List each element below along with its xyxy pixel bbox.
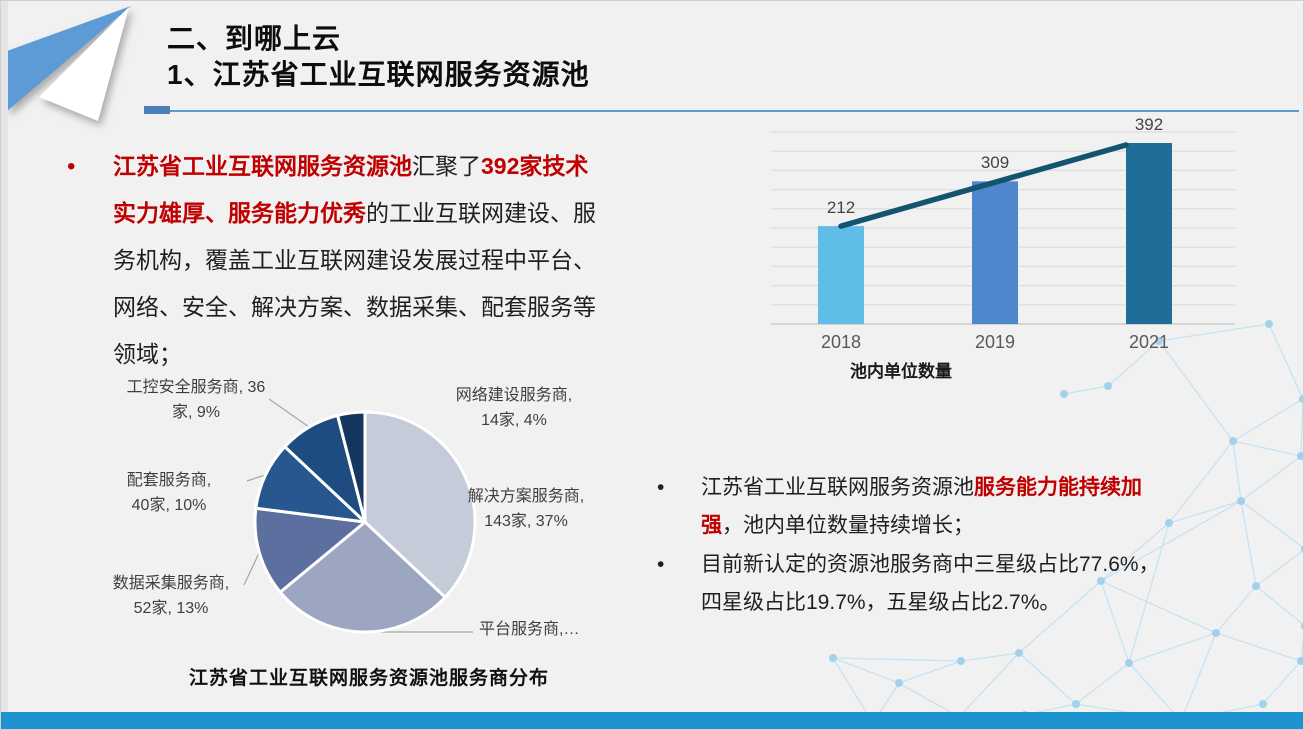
page-title: 二、到哪上云 1、江苏省工业互联网服务资源池 (167, 21, 1067, 93)
bar-category-2021: 2021 (1128, 332, 1170, 352)
pie-slice-2 (278, 520, 447, 634)
title-line-2: 1、江苏省工业互联网服务资源池 (167, 59, 590, 90)
pie-label-line: 14家, 4% (481, 412, 547, 429)
bar-2018 (818, 226, 864, 324)
notes-block: • 江苏省工业互联网服务资源池服务能力能持续加强，池内单位数量持续增长； • 目… (657, 469, 1257, 623)
bar-value-2019: 309 (980, 153, 1010, 172)
pie-slice-1 (363, 410, 477, 599)
intro-plain-1: 汇聚了 (412, 153, 481, 179)
bar-category-2018: 2018 (820, 332, 862, 352)
bar-chart-title: 池内单位数量 (850, 362, 952, 382)
pie-chart (253, 410, 477, 634)
note1-plain-1: 江苏省工业互联网服务资源池 (701, 476, 974, 499)
pie-label-line: 解决方案服务商, (467, 488, 585, 505)
bar-category-2019: 2019 (974, 332, 1016, 352)
pie-slice-3 (253, 506, 367, 594)
note-item-1: • 江苏省工业互联网服务资源池服务能力能持续加强，池内单位数量持续增长； (657, 469, 1257, 544)
pie-label-industrial-security: 工控安全服务商, 36 家, 9% (96, 375, 296, 425)
title-divider-line (144, 110, 1299, 112)
pie-label-line: 工控安全服务商, 36 (126, 379, 266, 396)
note-item-2: • 目前新认定的资源池服务商中三星级占比77.6%，四星级占比19.7%，五星级… (657, 546, 1257, 621)
pie-label-data-collection: 数据采集服务商, 52家, 13% (86, 571, 256, 621)
intro-emphasis-2: 392家技术实力雄厚、服务能力优秀 (113, 153, 589, 226)
bullet-marker: • (67, 153, 76, 180)
pie-label-line: 143家, 37% (484, 513, 568, 530)
intro-text: 江苏省工业互联网服务资源池汇聚了392家技术实力雄厚、服务能力优秀的工业互联网建… (113, 143, 608, 378)
pie-label-line: 家, 9% (171, 404, 221, 421)
title-line-1: 二、到哪上云 (167, 23, 342, 54)
intro-paragraph: • 江苏省工业互联网服务资源池汇聚了392家技术实力雄厚、服务能力优秀的工业互联… (67, 143, 687, 378)
pie-label-line: 配套服务商, (126, 472, 212, 489)
trend-line (838, 142, 1129, 229)
intro-plain-2: 的工业互联网建设、服务机构，覆盖工业互联网建设发展过程中平台、网络、安全、解决方… (113, 200, 596, 367)
pie-label-line: 平台服务商,… (479, 621, 580, 638)
pie-label-line: 40家, 10% (131, 497, 207, 514)
pie-label-solution: 解决方案服务商, 143家, 37% (441, 484, 611, 534)
bar-value-2021: 392 (1134, 115, 1164, 134)
title-divider-accent (144, 106, 170, 114)
pie-label-network-build: 网络建设服务商, 14家, 4% (429, 383, 599, 433)
note-text-2: 目前新认定的资源池服务商中三星级占比77.6%，四星级占比19.7%，五星级占比… (701, 553, 1160, 614)
bullet-marker: • (657, 476, 665, 499)
slide-edge-strip (1, 1, 8, 729)
bullet-marker: • (657, 553, 665, 576)
pie-label-line: 数据采集服务商, (112, 575, 230, 592)
pie-label-supporting: 配套服务商, 40家, 10% (89, 468, 249, 518)
pie-label-line: 网络建设服务商, (455, 387, 573, 404)
bar-value-2018: 212 (826, 198, 856, 217)
bar-2021 (1126, 143, 1172, 324)
bar-2019 (972, 181, 1018, 324)
pie-label-platform: 平台服务商,… (479, 617, 619, 642)
footer-accent-bar (1, 712, 1303, 729)
note1-plain-2: ，池内单位数量持续增长； (722, 513, 974, 537)
pie-label-line: 52家, 13% (133, 600, 209, 617)
pie-slice-6 (336, 410, 367, 524)
bar-chart (771, 131, 1235, 325)
note1-emphasis: 服务能力能持续加强 (701, 476, 1142, 537)
note-text-1: 江苏省工业互联网服务资源池服务能力能持续加强，池内单位数量持续增长； (701, 469, 1163, 544)
intro-emphasis-1: 江苏省工业互联网服务资源池 (113, 153, 412, 179)
pie-chart-title: 江苏省工业互联网服务资源池服务商分布 (188, 667, 549, 689)
